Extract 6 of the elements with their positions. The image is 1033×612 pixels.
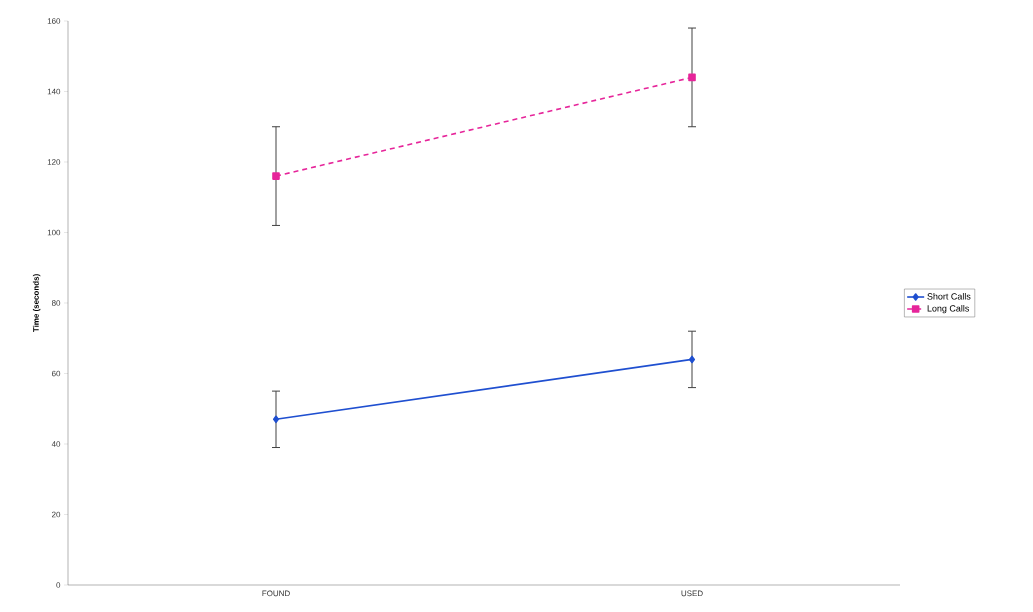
point (688, 73, 696, 82)
point (272, 172, 280, 180)
point (272, 415, 280, 424)
point (688, 355, 696, 364)
legend-label: Short Calls (927, 293, 971, 300)
legend-label: Long Calls (927, 304, 969, 314)
